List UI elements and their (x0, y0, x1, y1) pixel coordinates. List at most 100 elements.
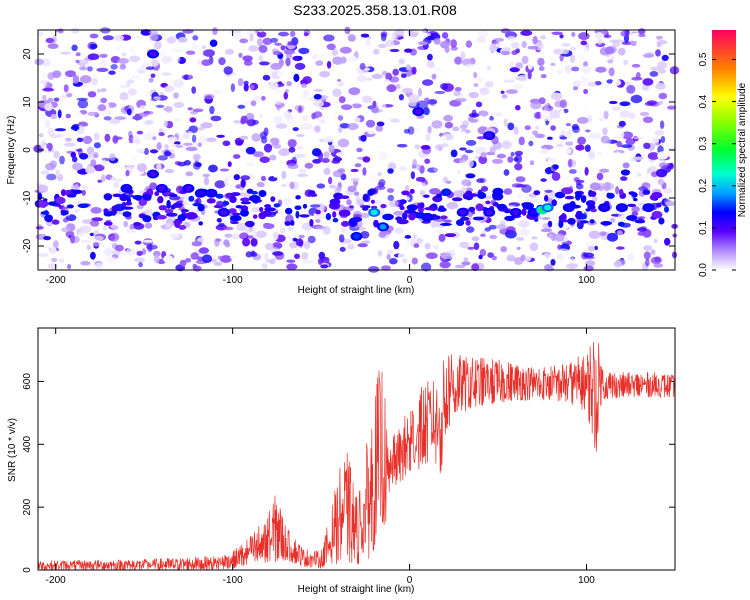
heatmap-speckle (400, 73, 407, 79)
heatmap-x-ticks: -200 -100 0 100 (46, 30, 595, 286)
heatmap-speckle (312, 248, 318, 255)
heatmap-speckle (115, 178, 124, 183)
heatmap-speckle (145, 111, 154, 115)
heatmap-speckle (621, 144, 633, 149)
heatmap-speckle (456, 169, 462, 175)
heatmap-speckle (336, 152, 346, 157)
heatmap-band-speckle (619, 188, 624, 196)
heatmap-speckle (191, 134, 197, 143)
heatmap-band-speckle (340, 195, 350, 199)
heatmap-speckle (347, 56, 358, 62)
heatmap-speckle (301, 83, 308, 88)
heatmap-speckle (411, 257, 418, 265)
snr-x-axis-title: Height of straight line (km) (298, 584, 415, 595)
heatmap-speckle (38, 133, 44, 138)
heatmap-band-speckle (438, 205, 445, 212)
heatmap-speckle (97, 104, 107, 112)
heatmap-speckle (233, 149, 245, 155)
heatmap-speckle (578, 32, 590, 41)
heatmap-speckle (505, 205, 517, 209)
heatmap-speckle (618, 211, 625, 220)
heatmap-speckle (468, 113, 480, 118)
heatmap-speckle (645, 258, 650, 267)
heatmap-speckle (323, 151, 330, 159)
heatmap-speckle (82, 135, 93, 145)
heatmap-band-speckle (36, 199, 49, 208)
heatmap-band-speckle (332, 218, 339, 223)
heatmap-speckle (126, 229, 137, 233)
heatmap-speckle (351, 103, 362, 109)
heatmap-speckle (468, 91, 479, 99)
heatmap-speckle (37, 31, 44, 37)
heatmap-speckle (272, 50, 282, 56)
heatmap-speckle (63, 142, 76, 147)
heatmap-speckle (654, 256, 662, 263)
heatmap-band-speckle (302, 203, 308, 209)
heatmap-speckle (350, 168, 359, 173)
heatmap-speckle (666, 162, 673, 169)
heatmap-band-speckle (404, 209, 417, 214)
heatmap-band-speckle (533, 190, 541, 196)
heatmap-speckle (382, 103, 387, 109)
heatmap-speckle (197, 136, 209, 145)
heatmap-band-speckle (112, 193, 122, 198)
heatmap-band-speckle (55, 196, 66, 204)
heatmap-x-tick-label: 0 (407, 275, 413, 286)
heatmap-speckle (541, 217, 551, 220)
heatmap-speckle (252, 252, 258, 257)
heatmap-speckle (238, 52, 243, 58)
heatmap-speckle (394, 28, 405, 38)
heatmap-speckle (443, 219, 452, 223)
heatmap-speckle (527, 61, 533, 70)
heatmap-speckle (249, 33, 254, 42)
heatmap-speckle (103, 116, 112, 121)
heatmap-speckle (62, 217, 69, 223)
heatmap-speckle (259, 61, 270, 66)
heatmap-speckle (440, 40, 450, 49)
heatmap-speckle (237, 78, 244, 87)
heatmap-speckle (398, 58, 406, 65)
heatmap-speckle (101, 159, 107, 167)
heatmap-speckle (580, 40, 588, 46)
heatmap-feature-core (618, 204, 626, 211)
heatmap-speckle (347, 122, 359, 131)
heatmap-speckle (197, 127, 205, 131)
heatmap-feature-core (459, 209, 467, 216)
heatmap-speckle (373, 48, 380, 55)
heatmap-speckle (215, 238, 222, 242)
heatmap-speckle (616, 130, 625, 139)
heatmap-speckle (149, 32, 159, 42)
heatmap-feature-core (207, 190, 215, 196)
heatmap-speckle (144, 147, 149, 156)
heatmap-speckle (513, 126, 519, 135)
heatmap-speckle (587, 82, 597, 87)
heatmap-speckle (650, 249, 656, 255)
heatmap-band-speckle (213, 204, 224, 209)
heatmap-speckle (192, 265, 202, 272)
heatmap-speckle (476, 178, 485, 183)
heatmap-speckle (480, 186, 489, 192)
heatmap-speckle (294, 253, 300, 259)
heatmap-speckle (389, 258, 398, 265)
heatmap-band-speckle (544, 195, 549, 202)
heatmap-speckle (627, 253, 634, 261)
heatmap-speckle (192, 42, 198, 51)
heatmap-speckle (256, 38, 263, 47)
heatmap-speckle (47, 72, 55, 80)
heatmap-band-speckle (264, 204, 271, 209)
heatmap-speckle (656, 168, 668, 178)
heatmap-speckle (240, 175, 251, 181)
heatmap-speckle (623, 59, 629, 66)
heatmap-speckle (279, 227, 286, 234)
heatmap-speckle (173, 101, 185, 109)
heatmap-speckle (227, 174, 233, 181)
heatmap-band-speckle (477, 192, 487, 199)
heatmap-cells (33, 26, 680, 273)
heatmap-speckle (251, 207, 261, 213)
heatmap-speckle (475, 101, 483, 108)
heatmap-speckle (539, 110, 551, 119)
heatmap-speckle (70, 151, 77, 158)
heatmap-speckle (134, 113, 141, 121)
heatmap-speckle (531, 236, 538, 240)
heatmap-speckle (104, 247, 113, 257)
